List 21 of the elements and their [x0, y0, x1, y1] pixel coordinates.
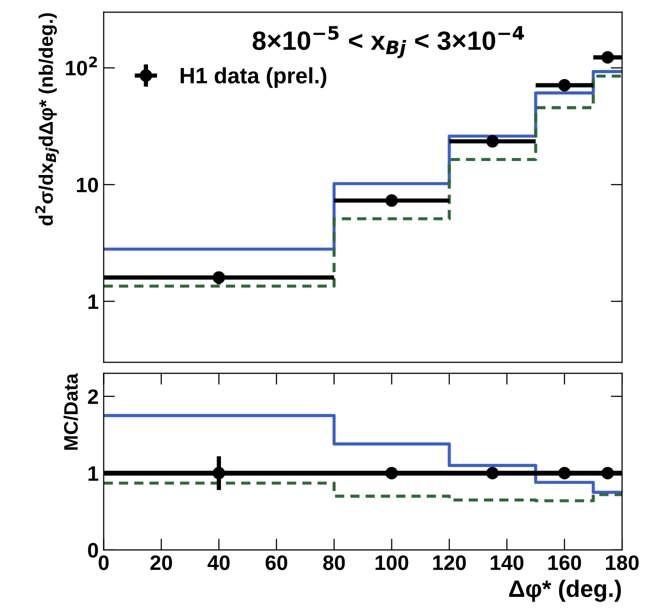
- y-tick-label: 10: [76, 178, 98, 192]
- text: 8×10$^{−5}$ < x$_{Bj}$ < 3×10$^{−4}$: [252, 26, 524, 58]
- y-tick-label: 0: [88, 542, 98, 558]
- x-tick-label: 20: [150, 555, 172, 570]
- x-tick-label: 180: [606, 555, 639, 570]
- x-tick-label: 0: [98, 555, 109, 570]
- y-tick-label: 1: [88, 466, 98, 481]
- x-tick-label: 40: [208, 555, 230, 570]
- y-tick-label: 2: [88, 389, 98, 404]
- x-tick-label: 160: [548, 555, 582, 570]
- x-tick-label: 80: [323, 555, 345, 570]
- y-tick-label: 1: [88, 294, 98, 309]
- x-tick-label: 140: [490, 555, 524, 570]
- y-axis-title: d$^{2}$σ/dx$_{Bj}$dΔφ* (nb/deg.): [35, 13, 59, 226]
- x-tick-label: 100: [376, 555, 408, 570]
- x-axis-title: Δφ* (deg.): [509, 580, 621, 602]
- y-axis-title: MC/Data: [64, 373, 78, 450]
- x-tick-label: 60: [266, 555, 288, 570]
- y-tick-label: 10$^{2}$: [66, 56, 97, 76]
- x-tick-label: 120: [433, 555, 466, 570]
- legend-label: H1 data (prel.): [180, 67, 326, 88]
